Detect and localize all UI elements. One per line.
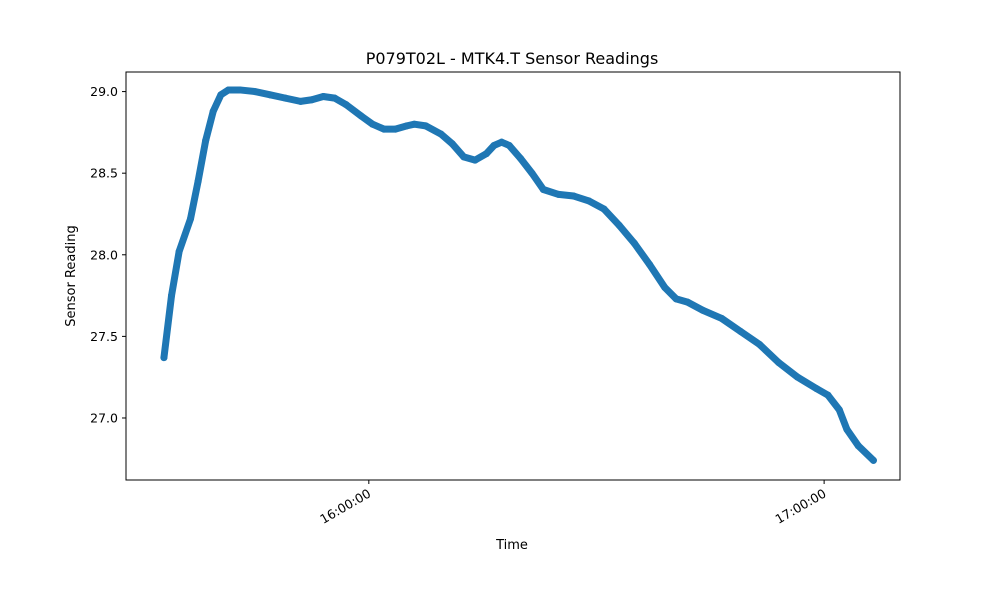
data-point [813, 385, 821, 393]
data-point [756, 341, 764, 349]
data-point [187, 215, 194, 223]
y-axis-label: Sensor Reading [64, 225, 79, 326]
data-point [630, 239, 638, 247]
data-point [498, 138, 506, 146]
plot-frame [125, 71, 901, 481]
plot-area [160, 86, 877, 464]
data-point [403, 122, 411, 130]
y-tick-label: 28.0 [90, 247, 118, 262]
data-point [448, 140, 456, 148]
data-point [281, 94, 289, 102]
data-point [699, 306, 707, 314]
data-point [369, 120, 377, 128]
data-point [555, 190, 563, 198]
data-point [460, 153, 468, 161]
data-point [528, 169, 536, 177]
data-point [217, 91, 225, 99]
data-point [482, 150, 490, 158]
data-point [308, 96, 316, 104]
data-point [160, 354, 168, 362]
data-point [684, 298, 692, 306]
data-point [319, 92, 327, 100]
data-point [835, 406, 843, 414]
data-point [266, 91, 274, 99]
data-point [202, 137, 210, 145]
data-point [342, 101, 350, 109]
data-point [505, 141, 513, 149]
data-point [410, 120, 418, 128]
data-point [490, 141, 498, 149]
data-point [854, 442, 862, 450]
data-point [824, 391, 832, 399]
data-point [600, 205, 608, 213]
y-axis: 27.0 27.5 28.0 28.5 29.0 [90, 84, 126, 425]
data-point [585, 197, 593, 205]
data-point [737, 327, 745, 335]
data-point [251, 88, 259, 96]
data-point [168, 292, 176, 300]
data-point [236, 86, 244, 94]
data-point [539, 186, 547, 193]
y-tick-label: 28.5 [90, 166, 118, 181]
data-point [869, 456, 877, 464]
x-tick-label: 16:00:00 [317, 486, 373, 527]
data-point [297, 97, 305, 105]
series-band [160, 86, 877, 464]
data-point [194, 177, 202, 185]
data-point [224, 86, 232, 94]
y-tick-label: 27.5 [90, 329, 118, 344]
x-tick-label: 17:00:00 [772, 486, 828, 527]
y-tick-label: 29.0 [90, 84, 118, 99]
chart-title: P079T02L - MTK4.T Sensor Readings [366, 49, 659, 68]
data-point [517, 155, 525, 162]
x-axis: 16:00:00 17:00:00 [317, 480, 829, 527]
data-point [391, 125, 399, 133]
data-point [380, 125, 388, 133]
data-point [471, 156, 479, 164]
x-axis-label: Time [495, 538, 528, 553]
data-point [843, 425, 851, 433]
data-point [646, 261, 654, 269]
data-point [672, 295, 680, 303]
data-point [422, 122, 430, 130]
data-point [570, 192, 578, 200]
y-tick-label: 27.0 [90, 410, 118, 425]
data-point [209, 107, 217, 115]
data-point [615, 221, 623, 229]
data-point [175, 248, 183, 256]
data-point [718, 314, 726, 322]
data-point [437, 130, 445, 138]
data-point [794, 373, 802, 381]
data-point [775, 359, 783, 366]
data-point [661, 283, 669, 291]
data-point [357, 112, 365, 120]
data-point [331, 94, 339, 102]
